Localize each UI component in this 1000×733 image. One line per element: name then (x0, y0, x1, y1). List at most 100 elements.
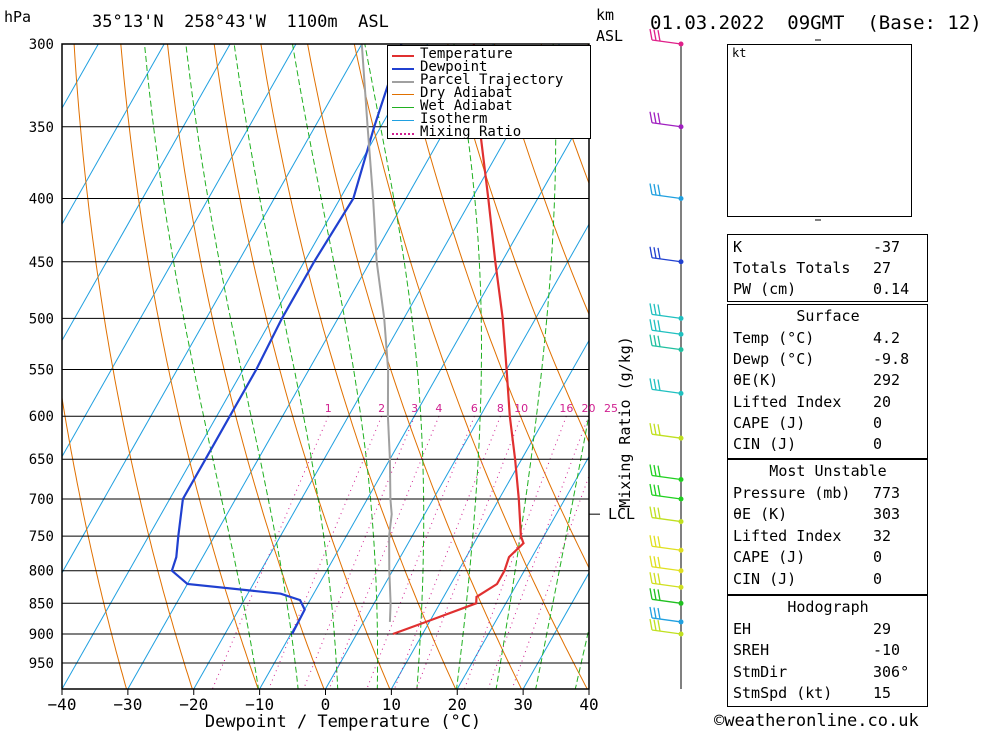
isotherm-line (324, 223, 589, 689)
wind-barb-feather (653, 423, 657, 435)
pressure-tick-label: 800 (29, 564, 54, 580)
wind-barb-feather (657, 485, 661, 497)
surface-label: θE(K) (733, 371, 779, 389)
hodo-value: -10 (873, 641, 901, 659)
mixing-ratio-label: 6 (471, 402, 478, 415)
wind-barb-feather (657, 573, 661, 585)
mu-row: CAPE (J) 0 (728, 546, 928, 567)
hodo-row: StmDir 306° (728, 661, 928, 682)
wind-barb-feather (653, 247, 657, 259)
wind-barb (649, 535, 682, 551)
series-parcel-trajectory (360, 44, 393, 622)
x-axis-title: Dewpoint / Temperature (°C) (205, 712, 481, 732)
wind-barb-feather (657, 465, 661, 477)
mu-label: θE (K) (733, 505, 788, 523)
wind-barb-staff (651, 617, 682, 623)
wind-barb-feather (657, 320, 661, 332)
wind-barb-staff (651, 545, 682, 551)
mixing-ratio-label: 25 (604, 402, 618, 415)
wind-barb (649, 506, 682, 523)
wind-barb-feather (657, 379, 661, 391)
wind-barb-feather (649, 423, 653, 435)
index-label: K (733, 238, 743, 256)
mu-row: CIN (J) 0 (728, 568, 928, 589)
index-row-pw: PW (cm) 0.14 (728, 278, 928, 299)
wet-adiabat-line (574, 626, 589, 689)
wind-barb-feather (649, 111, 653, 123)
wind-barb-feather (657, 607, 661, 620)
credit-link[interactable]: ©weatheronline.co.uk (714, 711, 919, 731)
asl-label: ASL (596, 27, 624, 45)
surface-value: 4.2 (873, 329, 901, 347)
wind-barb-staff (651, 193, 682, 200)
wind-barb-feather (653, 556, 657, 568)
x-tick-label: −10 (245, 695, 274, 714)
mu-row: θE (K) 303 (728, 503, 928, 524)
wind-barb-feather (657, 29, 661, 42)
wet-adiabat-line (364, 44, 425, 689)
wind-barb-staff (651, 582, 682, 588)
wind-barb-feather (653, 619, 657, 631)
wind-barb (649, 319, 682, 335)
wind-barb-feather (653, 572, 657, 584)
isotherm-line (62, 44, 363, 574)
wind-barb-feather (657, 619, 661, 632)
wind-barb (649, 464, 682, 481)
mu-title-row: Most Unstable (728, 460, 928, 481)
lcl-label: LCL (608, 505, 635, 523)
surface-row: Temp (°C) 4.2 (728, 327, 928, 348)
legend-swatch (392, 94, 414, 95)
x-tick-label: 0 (321, 695, 331, 714)
location-title: 35°13'N 258°43'W 1100m ASL (92, 12, 389, 32)
pressure-tick-label: 850 (29, 596, 54, 612)
mu-label: CAPE (J) (733, 548, 806, 566)
wind-barb (649, 423, 682, 439)
wind-barb-feather (653, 29, 657, 41)
wind-barb-feather (653, 303, 657, 316)
mixing-ratio-line (511, 474, 589, 689)
wind-barb-feather (649, 588, 653, 600)
mixing-ratio-label: 4 (435, 402, 442, 415)
wind-barb-feather (649, 183, 653, 195)
hodo-label: StmDir (733, 663, 788, 681)
wind-barb-feather (653, 183, 657, 196)
isotherm-line (522, 571, 589, 689)
mixing-ratio-line (328, 416, 440, 689)
wind-barb-feather (649, 555, 653, 567)
pressure-tick-label: 700 (29, 492, 54, 508)
wind-barb-feather (649, 28, 653, 41)
pressure-tick-label: 400 (29, 191, 54, 207)
wind-barb-feather (657, 556, 661, 568)
surface-label: Temp (°C) (733, 329, 815, 347)
series-dewpoint (170, 44, 403, 635)
x-tick-label: 40 (579, 695, 598, 714)
legend-swatch (392, 81, 414, 83)
wind-barb (649, 303, 682, 319)
hodograph-table-box: Hodograph EH 29 SREH -10 StmDir 306° StmSpd… (727, 595, 928, 707)
hodo-row: SREH -10 (728, 639, 928, 660)
mu-row: Pressure (mb) 773 (728, 482, 928, 503)
wind-barb-feather (653, 484, 657, 496)
wind-barb-feather (649, 618, 653, 631)
hodo-label: StmSpd (kt) (733, 684, 833, 702)
wind-barb (649, 246, 682, 263)
wind-barb (649, 588, 682, 604)
surface-row: Dewp (°C) -9.8 (728, 348, 928, 369)
legend-label: Wet Adiabat (420, 98, 513, 114)
wind-barb (649, 183, 682, 200)
legend-swatch (392, 107, 414, 108)
mu-value: 0 (873, 570, 883, 588)
wind-barb-staff (651, 122, 682, 128)
wind-barb-feather (649, 464, 653, 476)
pressure-tick-label: 300 (29, 37, 54, 53)
isotherm-line (127, 44, 495, 689)
wind-barb-staff (651, 313, 682, 319)
hodograph-panel (727, 44, 912, 217)
wind-barb-feather (653, 378, 657, 391)
mu-label: Pressure (mb) (733, 484, 851, 502)
surface-label: CIN (J) (733, 435, 797, 453)
dry-adiabat-line (120, 44, 259, 689)
wind-barb-feather (649, 483, 653, 496)
wind-barb-feather (653, 588, 657, 600)
surface-row: Lifted Index 20 (728, 391, 928, 412)
